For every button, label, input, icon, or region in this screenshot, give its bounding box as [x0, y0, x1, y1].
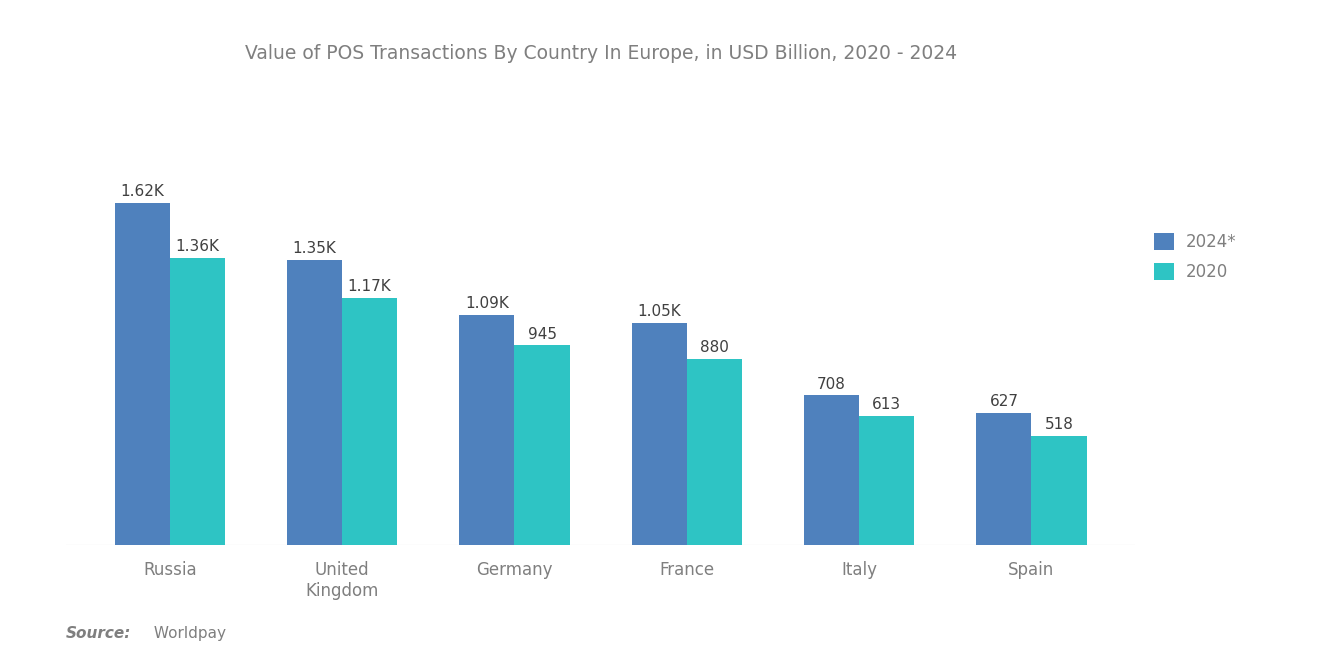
- Text: Worldpay: Worldpay: [149, 626, 226, 642]
- Text: Source:: Source:: [66, 626, 132, 642]
- Text: 1.36K: 1.36K: [176, 239, 219, 254]
- Bar: [686, 359, 742, 545]
- Text: 1.05K: 1.05K: [638, 305, 681, 319]
- Text: 1.09K: 1.09K: [465, 296, 508, 311]
- Title: Value of POS Transactions By Country In Europe, in USD Billion, 2020 - 2024: Value of POS Transactions By Country In …: [244, 44, 957, 63]
- Text: 1.17K: 1.17K: [347, 279, 392, 294]
- Bar: [115, 203, 170, 545]
- Text: 518: 518: [1044, 417, 1073, 432]
- Text: 1.35K: 1.35K: [293, 241, 337, 256]
- Bar: [170, 257, 224, 545]
- Text: 1.62K: 1.62K: [120, 184, 164, 199]
- Bar: [459, 315, 515, 545]
- Bar: [342, 298, 397, 545]
- Legend: 2024*, 2020: 2024*, 2020: [1154, 233, 1237, 281]
- Text: 708: 708: [817, 376, 846, 392]
- Bar: [286, 259, 342, 545]
- Bar: [1031, 436, 1086, 545]
- Text: 880: 880: [700, 340, 729, 355]
- Text: 627: 627: [990, 394, 1018, 409]
- Bar: [632, 323, 686, 545]
- Bar: [515, 345, 569, 545]
- Bar: [977, 412, 1031, 545]
- Text: 945: 945: [528, 327, 557, 342]
- Bar: [859, 416, 915, 545]
- Bar: [804, 396, 859, 545]
- Text: 613: 613: [873, 397, 902, 412]
